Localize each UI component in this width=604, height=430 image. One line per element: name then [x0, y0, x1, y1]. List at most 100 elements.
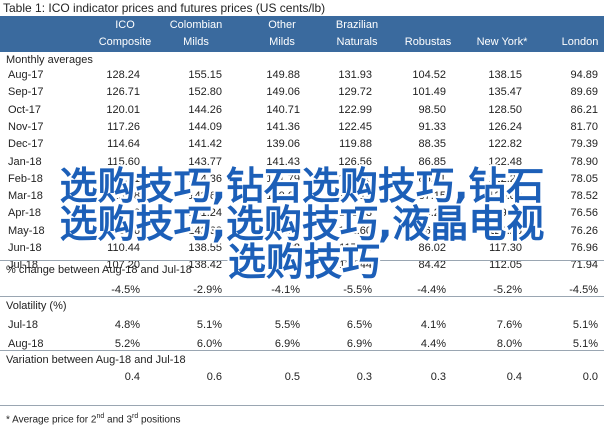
table-title: Table 1: ICO indicator prices and future…: [3, 1, 326, 15]
watermark-text: 选购技巧,选购技巧,液晶电视: [59, 202, 545, 246]
cell-value: 124.14: [338, 190, 372, 203]
watermark-text: 选购技巧: [228, 240, 381, 284]
footnote-text: * Average price for 2: [6, 414, 97, 426]
cell-value: 142.38: [188, 224, 222, 237]
cell-value: 122.23: [488, 172, 522, 185]
row-label: Jun-18: [8, 242, 42, 254]
cell-value: 149.06: [266, 86, 300, 99]
column-header: Milds: [183, 36, 209, 48]
cell-value: 4.4%: [420, 337, 446, 350]
row-label: Oct-17: [8, 103, 42, 116]
cell-value: 120.82: [488, 190, 522, 203]
cell-value: 140.66: [266, 190, 300, 203]
cell-value: 141.42: [188, 138, 222, 151]
cell-value: 107.20: [106, 259, 140, 272]
cell-value: 94.89: [570, 69, 598, 81]
column-header: ICO: [115, 19, 135, 31]
cell-value: 81.70: [570, 120, 598, 133]
cell-value: 124.76: [338, 172, 372, 185]
cell-value: 0.4: [506, 371, 522, 383]
footnote-text: positions: [138, 414, 181, 426]
cell-value: 0.3: [430, 371, 446, 383]
cell-value: 8.0%: [496, 337, 522, 350]
column-header: Naturals: [336, 36, 378, 48]
cell-value: 152.80: [188, 86, 222, 99]
cell-value: 79.39: [570, 138, 598, 151]
cell-value: 138.55: [188, 242, 222, 254]
cell-value: 126.56: [338, 155, 372, 168]
cell-value: 6.9%: [274, 337, 300, 350]
cell-value: 138.15: [488, 69, 522, 81]
cell-value: 138.42: [188, 259, 222, 272]
cell-value: 122.48: [488, 155, 522, 168]
cell-value: 86.02: [418, 242, 446, 254]
column-header: Composite: [98, 36, 152, 48]
cell-value: 122.82: [488, 138, 522, 151]
cell-value: 0.0: [582, 371, 598, 383]
cell-value: 136.22: [266, 259, 300, 272]
cell-value: 5.2%: [114, 337, 140, 350]
column-header: London: [561, 36, 599, 48]
cell-value: 5.1%: [572, 319, 598, 331]
cell-value: 7.6%: [496, 319, 522, 331]
cell-value: 71.94: [570, 259, 598, 272]
cell-value: 6.0%: [196, 337, 222, 350]
section-label: Variation between Aug-18 and Jul-18: [6, 354, 186, 366]
cell-value: 89.69: [570, 86, 598, 99]
cell-value: 104.52: [412, 69, 446, 81]
row-label: Aug-18: [8, 337, 44, 350]
cell-value: 0.6: [206, 371, 222, 383]
row-label: Jul-18: [8, 319, 38, 331]
row-label: May-18: [8, 224, 45, 237]
cell-value: 76.26: [570, 224, 598, 237]
cell-value: 117.94: [339, 242, 372, 254]
cell-value: 78.05: [570, 172, 598, 185]
cell-value: 142.69: [188, 190, 222, 203]
column-header: Milds: [269, 36, 295, 48]
row-label: Dec-17: [8, 138, 44, 151]
cell-value: 115.60: [107, 155, 140, 168]
footnote-sup: rd: [132, 413, 139, 420]
cell-value: 115.46: [107, 224, 140, 237]
cell-value: 0.4: [124, 371, 140, 383]
cell-value: 135.47: [488, 86, 522, 99]
cell-value: 144.36: [188, 172, 222, 185]
cell-value: 139.06: [266, 138, 300, 151]
cell-value: 78.90: [570, 155, 598, 168]
row-label: Apr-18: [8, 207, 42, 220]
cell-value: 140.71: [266, 103, 300, 116]
cell-value: 5.1%: [196, 319, 222, 331]
row-label: Jul-18: [8, 259, 38, 272]
cell-value: 121.26: [488, 224, 522, 237]
cell-value: 86.50: [418, 224, 446, 237]
section-rule: [0, 350, 604, 351]
column-header: Robustas: [404, 36, 452, 48]
cell-value: 76.56: [570, 207, 598, 220]
cell-value: 126.24: [488, 120, 522, 133]
section-rule: [0, 260, 604, 261]
cell-value: -4.4%: [417, 284, 446, 296]
cell-value: -4.5%: [569, 284, 598, 296]
column-header: Other: [268, 19, 296, 31]
cell-value: 144.26: [188, 103, 222, 116]
cell-value: 131.93: [338, 69, 372, 81]
cell-value: 4.1%: [420, 319, 446, 331]
row-label: Feb-18: [8, 172, 43, 185]
cell-value: 86.61: [418, 172, 446, 185]
header-band: [0, 16, 604, 52]
cell-value: 121.60: [338, 224, 372, 237]
cell-value: 5.1%: [572, 337, 598, 350]
cell-value: 76.96: [570, 242, 598, 254]
cell-value: 86.85: [418, 155, 446, 168]
section-label: Monthly averages: [6, 54, 93, 66]
cell-value: 84.42: [418, 259, 446, 272]
cell-value: 114.64: [107, 138, 140, 151]
cell-value: 120.01: [106, 103, 140, 116]
cell-value: 101.49: [412, 86, 446, 99]
cell-value: 117.26: [107, 120, 140, 133]
cell-value: 144.09: [188, 120, 222, 133]
cell-value: 0.5: [284, 371, 300, 383]
cell-value: -5.2%: [493, 284, 522, 296]
cell-value: 87.15: [418, 190, 446, 203]
